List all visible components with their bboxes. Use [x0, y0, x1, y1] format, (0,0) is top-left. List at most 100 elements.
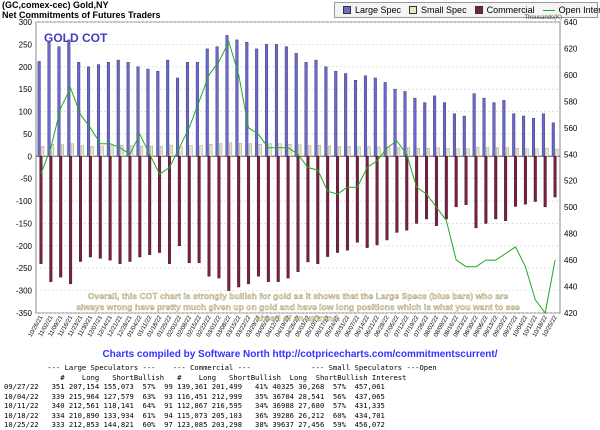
bar-small-spec — [436, 147, 440, 157]
bar-large-spec — [37, 61, 41, 157]
bar-commercial — [405, 156, 409, 231]
table-row: 10/18/22 334 210,890 133,934 61% 94 115,… — [4, 411, 458, 421]
bar-large-spec — [274, 44, 278, 157]
bar-large-spec — [423, 102, 427, 157]
table-cell: 57% — [324, 382, 346, 391]
bar-commercial — [79, 156, 82, 262]
bar-large-spec — [156, 71, 160, 157]
table-cell: 94 — [155, 410, 173, 420]
bar-small-spec — [555, 148, 559, 157]
table-cell: 456,072 — [345, 420, 385, 429]
bar-large-spec — [383, 82, 387, 157]
legend-item-open-interest: Open Interest — [542, 5, 600, 15]
table-cell: 201,499 — [207, 382, 243, 391]
bar-commercial — [49, 156, 53, 282]
bar-small-spec — [515, 148, 519, 157]
table-cell: 99 — [155, 382, 173, 391]
compiled-by-credit: Charts compiled by Software North http:/… — [102, 349, 498, 360]
bar-small-spec — [456, 148, 460, 157]
bar-commercial — [345, 156, 349, 251]
bar-large-spec — [443, 102, 447, 157]
bar-small-spec — [545, 148, 549, 157]
y2-tick-label: 440 — [564, 283, 578, 292]
table-cell: 64% — [133, 401, 156, 410]
bar-large-spec — [176, 77, 180, 157]
table-cell: 127,579 — [99, 391, 134, 401]
chart-title: GOLD COT — [44, 31, 108, 45]
bar-large-spec — [393, 88, 397, 157]
bar-small-spec — [219, 143, 223, 157]
table-cell: 59% — [324, 420, 346, 429]
bar-commercial — [355, 156, 359, 243]
legend-swatch-small-spec — [409, 6, 418, 14]
table-cell: 215,964 — [64, 391, 100, 401]
bar-large-spec — [126, 62, 130, 157]
bar-large-spec — [146, 68, 150, 157]
bar-commercial — [375, 156, 379, 246]
bar-small-spec — [199, 145, 203, 157]
bar-small-spec — [525, 148, 529, 157]
chart-subtitle: Net Commitments of Futures Traders — [2, 10, 161, 20]
table-row: 10/04/22 339 215,964 127,579 63% 93 116,… — [4, 392, 458, 402]
bar-commercial — [59, 156, 63, 278]
bar-commercial — [425, 156, 429, 220]
right-axis-label: Thousands(K) — [524, 15, 562, 21]
y2-tick-label: 600 — [564, 71, 578, 80]
bar-small-spec — [120, 144, 124, 157]
bar-large-spec — [334, 71, 338, 157]
bar-large-spec — [314, 59, 318, 157]
bar-small-spec — [258, 144, 262, 157]
y-tick-label: -200 — [16, 242, 33, 251]
cot-chart: 300250200150100500-50-100-150-200-250-30… — [16, 15, 578, 338]
bar-large-spec — [363, 75, 367, 157]
bar-commercial — [533, 156, 537, 202]
bar-small-spec — [298, 144, 302, 157]
bar-large-spec — [324, 66, 328, 157]
bar-small-spec — [179, 146, 183, 157]
bar-commercial — [69, 156, 73, 285]
table-cell: 57% — [133, 382, 156, 391]
bar-commercial — [474, 156, 478, 229]
table-cell: 339 — [47, 391, 65, 401]
bar-large-spec — [452, 113, 456, 157]
table-cell: 91 — [155, 401, 173, 410]
bar-large-spec — [541, 113, 545, 157]
chart-legend: Large Spec Small Spec Commercial Open In… — [334, 2, 600, 18]
bar-small-spec — [505, 147, 509, 157]
bar-commercial — [385, 156, 389, 241]
table-row: 09/27/22 351 207,154 155,073 57% 99 139,… — [4, 382, 458, 392]
bar-commercial — [395, 156, 399, 233]
bar-commercial — [207, 156, 211, 277]
y2-tick-label: 520 — [564, 177, 578, 186]
y-tick-label: -100 — [16, 197, 33, 206]
bar-large-spec — [492, 102, 496, 157]
table-cell: 60% — [133, 420, 156, 429]
table-cell: 210,890 — [64, 410, 100, 420]
bar-small-spec — [159, 146, 163, 157]
legend-line-open-interest — [542, 9, 555, 11]
bar-commercial — [197, 156, 201, 264]
bar-large-spec — [166, 59, 170, 157]
y-tick-label: 200 — [19, 63, 33, 72]
legend-item-large-spec: Large Spec — [343, 5, 401, 15]
bar-small-spec — [70, 143, 74, 157]
bar-large-spec — [413, 97, 417, 157]
y-tick-label: 0 — [28, 152, 33, 161]
bar-commercial — [306, 156, 310, 263]
table-cell: 118,141 — [99, 401, 134, 410]
table-cell: 212,999 — [207, 391, 243, 401]
bar-large-spec — [116, 59, 120, 157]
bar-commercial — [167, 156, 171, 264]
bar-large-spec — [522, 115, 526, 157]
bar-commercial — [434, 156, 438, 226]
bar-large-spec — [373, 77, 377, 157]
bar-large-spec — [403, 91, 407, 157]
bar-commercial — [108, 156, 112, 261]
table-cell: 123,085 — [172, 420, 208, 429]
bar-small-spec — [90, 146, 94, 157]
table-cell: 27,456 — [293, 420, 325, 429]
bar-large-spec — [185, 62, 189, 157]
y2-tick-label: 500 — [564, 203, 578, 212]
bar-commercial — [217, 156, 221, 279]
table-cell: 212,561 — [64, 401, 100, 410]
